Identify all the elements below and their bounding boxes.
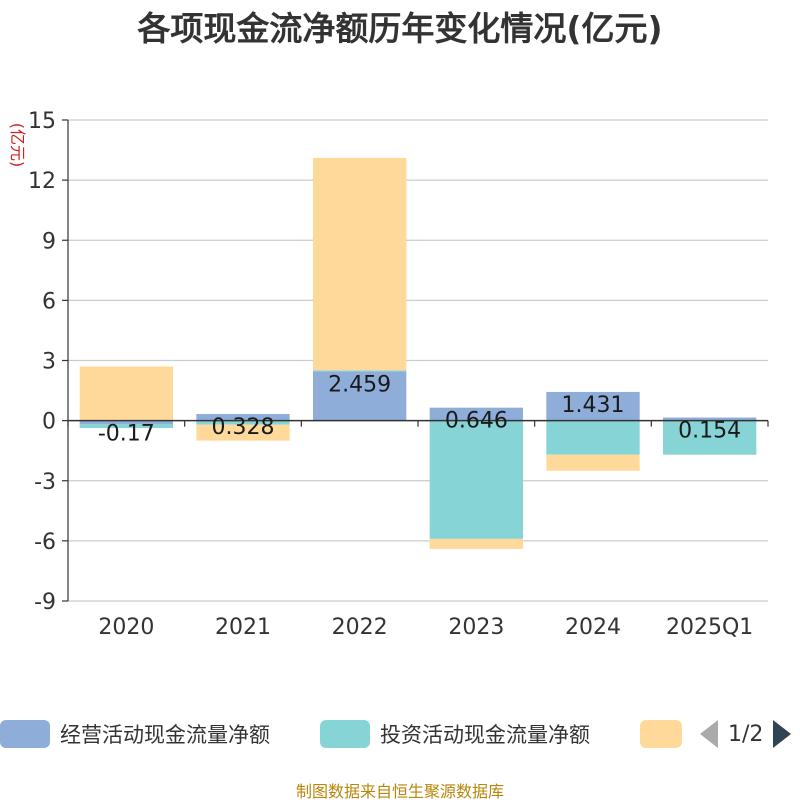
legend-label-investing: 投资活动现金流量净额 — [380, 723, 590, 747]
legend-item-operating[interactable]: 经营活动现金流量净额 — [0, 716, 270, 752]
legend-prev-page-icon[interactable] — [700, 720, 718, 748]
bar-2025Q1-series-0[interactable] — [663, 417, 757, 421]
bar-2025Q1-series-1[interactable] — [663, 420, 757, 455]
bar-2021-series-0[interactable] — [196, 414, 290, 421]
bar-2024-series-1[interactable] — [546, 420, 640, 455]
x-tick-label-2024: 2024 — [565, 615, 621, 640]
data-label-2024: 1.431 — [562, 393, 625, 418]
y-tick-label: 15 — [28, 109, 56, 134]
bar-2023-series-1[interactable] — [429, 420, 523, 539]
bar-2020-series-2[interactable] — [79, 366, 173, 421]
labels-layer: 2020 2021 2022 2023 2024 2025Q1 -0.17 0.328 2.45… — [98, 372, 753, 640]
bar-2022-series-0[interactable] — [313, 371, 407, 421]
legend-pager: 1/2 — [700, 716, 792, 752]
bar-2021-series-2[interactable] — [196, 424, 290, 441]
y-tick-label: 3 — [42, 350, 56, 375]
x-tick-label-2021: 2021 — [215, 615, 271, 640]
y-tick-label: 9 — [42, 229, 56, 254]
data-source-note: 制图数据来自恒生聚源数据库 — [295, 782, 504, 801]
data-label-2020: -0.17 — [98, 422, 155, 447]
chart-title: 各项现金流净额历年变化情况(亿元) — [137, 9, 663, 48]
y-axis-label: (亿元) — [8, 123, 27, 168]
legend-next-page-icon[interactable] — [773, 720, 792, 748]
bar-2020-series-0[interactable] — [79, 420, 173, 425]
axis-layer: 15 12 9 6 3 0 -3 -6 -9 — [28, 109, 769, 615]
legend-item-financing[interactable] — [640, 716, 682, 752]
data-label-2025Q1: 0.154 — [678, 419, 741, 444]
grid-layer — [68, 119, 768, 602]
bar-2024-series-2[interactable] — [546, 454, 640, 471]
data-label-2021: 0.328 — [212, 415, 275, 440]
x-tick-label-2023: 2023 — [448, 615, 504, 640]
legend-swatch-financing — [640, 720, 682, 748]
bar-2022-series-1[interactable] — [313, 370, 407, 372]
legend-label-operating: 经营活动现金流量净额 — [60, 723, 270, 747]
bar-2023-series-0[interactable] — [429, 407, 523, 421]
y-tick-label: -9 — [34, 590, 56, 615]
x-tick-label-2022: 2022 — [332, 615, 388, 640]
legend: 经营活动现金流量净额 投资活动现金流量净额 — [0, 716, 800, 752]
bar-2022-series-2[interactable] — [313, 157, 407, 371]
chart-canvas: 15 12 9 6 3 0 -3 -6 -9 2020 2021 2022 2023 2024 2025Q… — [8, 109, 769, 640]
data-label-2022: 2.459 — [328, 372, 391, 397]
bar-2021-series-1[interactable] — [196, 420, 290, 425]
y-tick-label: -6 — [34, 530, 56, 555]
y-tick-label: 12 — [28, 169, 56, 194]
data-label-2023: 0.646 — [445, 409, 508, 434]
y-tick-label: 6 — [42, 289, 56, 314]
legend-page-indicator: 1/2 — [728, 721, 764, 747]
legend-swatch-investing — [320, 720, 370, 748]
legend-item-investing[interactable]: 投资活动现金流量净额 — [320, 716, 590, 752]
legend-swatch-operating — [0, 720, 50, 748]
bar-2024-series-0[interactable] — [546, 391, 640, 421]
y-tick-label: -3 — [34, 470, 56, 495]
bar-2020-series-1[interactable] — [79, 424, 173, 429]
x-tick-label-2020: 2020 — [98, 615, 154, 640]
x-tick-label-2025Q1: 2025Q1 — [666, 615, 753, 640]
bar-2023-series-2[interactable] — [429, 538, 523, 549]
y-tick-label: 0 — [42, 410, 56, 435]
bars-layer — [79, 157, 757, 549]
